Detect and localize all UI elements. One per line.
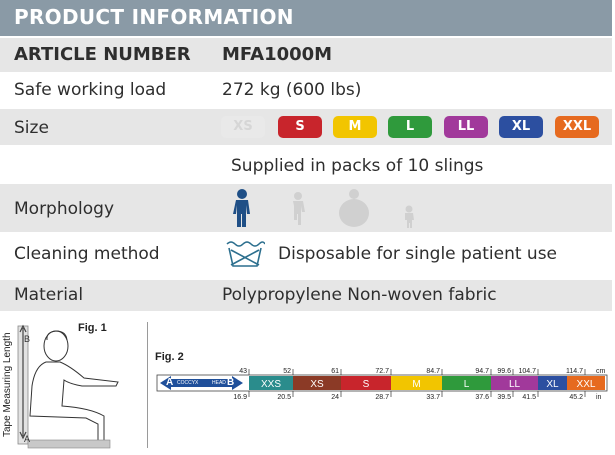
supply-note: Supplied in packs of 10 slings — [231, 156, 484, 176]
cm-tick-label: 84.7 — [426, 368, 440, 375]
fig1-point-a: A — [24, 434, 31, 444]
load-label: Safe working load — [14, 80, 167, 100]
in-tick-label: 24 — [331, 394, 339, 401]
size-pill-ll: LL — [444, 116, 488, 138]
arrow-left-label: A — [166, 377, 174, 388]
band-label: L — [464, 379, 470, 390]
band-l — [442, 376, 491, 390]
size-pill-s: S — [278, 116, 322, 138]
band-xxs — [249, 376, 293, 390]
article-value: MFA1000M — [222, 44, 333, 65]
size-pill-m: M — [333, 116, 377, 138]
in-tick-label: 45.2 — [569, 394, 583, 401]
band-label: M — [412, 379, 420, 390]
band-label: S — [363, 379, 370, 390]
cm-tick-label: 99.6 — [497, 368, 511, 375]
band-label: XL — [546, 379, 559, 390]
size-pill-l: L — [388, 116, 432, 138]
cleaning-label: Cleaning method — [14, 244, 160, 264]
do-not-wash-icon — [226, 241, 265, 267]
band-label: XXL — [577, 379, 596, 390]
article-row: ARTICLE NUMBER MFA1000M — [0, 38, 612, 72]
section-header: PRODUCT INFORMATION — [0, 0, 612, 36]
person-amputee-icon — [293, 192, 305, 225]
size-label: Size — [14, 118, 49, 138]
band-s — [341, 376, 391, 390]
in-unit: in — [596, 394, 602, 401]
band-xs — [293, 376, 341, 390]
fig1-point-b: B — [24, 334, 31, 344]
person-standard-icon — [233, 189, 250, 227]
cleaning-row: Cleaning method Disposable for single pa… — [0, 232, 612, 280]
cm-tick-label: 94.7 — [475, 368, 489, 375]
cm-tick-label: 52 — [283, 368, 291, 375]
load-value: 272 kg (600 lbs) — [222, 80, 362, 100]
in-tick-label: 16.9 — [233, 394, 247, 401]
figure-2: Fig. 2 XXS XS S M L LL XL XXL 43 52 61 72.7 84.7 94.7… — [155, 350, 610, 410]
supply-row: Supplied in packs of 10 slings — [0, 146, 612, 184]
in-tick-label: 37.6 — [475, 394, 489, 401]
band-label: LL — [509, 379, 521, 390]
cm-unit: cm — [596, 368, 606, 375]
article-label: ARTICLE NUMBER — [14, 44, 191, 65]
section-title: PRODUCT INFORMATION — [14, 5, 294, 29]
in-tick-label: 20.5 — [277, 394, 291, 401]
size-pill-xl: XL — [499, 116, 543, 138]
measure-arrow-icon — [160, 376, 243, 390]
band-ll — [491, 376, 538, 390]
load-row: Safe working load 272 kg (600 lbs) — [0, 72, 612, 108]
band-label: XXS — [261, 379, 281, 390]
arrow-coccyx-label: COCCYX — [177, 380, 199, 386]
material-row: Material Polypropylene Non-woven fabric — [0, 280, 612, 311]
cm-tick-label: 104.7 — [518, 368, 536, 375]
figure-divider — [147, 322, 148, 448]
in-tick-label: 39.5 — [497, 394, 511, 401]
cleaning-value: Disposable for single patient use — [278, 244, 558, 264]
size-pill-xs: XS — [221, 116, 265, 138]
size-row: Size XS S M L LL XL XXL — [0, 109, 612, 145]
band-m — [391, 376, 442, 390]
band-xxl — [567, 376, 605, 390]
person-bariatric-icon — [339, 189, 369, 227]
fig1-label: Fig. 1 — [78, 322, 107, 334]
arrow-right-label: B — [227, 377, 235, 388]
fig1-side-label: Tape Measuring Length — [2, 332, 13, 438]
in-tick-label: 41.5 — [522, 394, 536, 401]
morphology-label: Morphology — [14, 199, 114, 219]
size-pill-xxl: XXL — [555, 116, 599, 138]
in-tick-label: 28.7 — [375, 394, 389, 401]
cm-tick-label: 114.7 — [566, 368, 583, 375]
person-child-icon — [405, 205, 414, 228]
morphology-row: Morphology — [0, 184, 612, 232]
arrow-head-label: HEAD — [212, 380, 226, 386]
band-label: XS — [310, 379, 324, 390]
cm-tick-label: 72.7 — [375, 368, 389, 375]
band-xl — [538, 376, 567, 390]
fig2-label: Fig. 2 — [155, 351, 184, 363]
figure-1: Fig. 1 B A Tape Measuring Length — [0, 320, 146, 450]
material-value: Polypropylene Non-woven fabric — [222, 285, 497, 305]
morphology-icons — [233, 189, 414, 228]
in-tick-label: 33.7 — [426, 394, 440, 401]
seated-person-illustration — [17, 324, 119, 449]
cm-tick-label: 61 — [331, 368, 339, 375]
cm-tick-label: 43 — [239, 368, 247, 375]
material-label: Material — [14, 285, 84, 305]
